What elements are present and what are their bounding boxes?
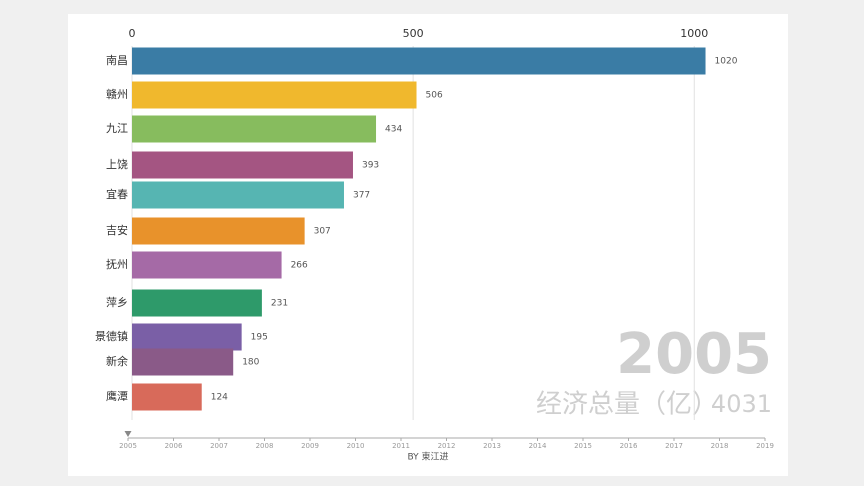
bar	[132, 348, 234, 376]
timeline-label: 2017	[665, 442, 683, 450]
bar	[132, 151, 353, 179]
category-label: 新余	[106, 354, 128, 368]
timeline-label: 2012	[438, 442, 456, 450]
bar	[132, 383, 202, 411]
bar	[132, 289, 262, 317]
bar	[132, 81, 417, 109]
timeline-label: 2019	[756, 442, 774, 450]
bar	[132, 323, 242, 351]
category-label: 抚州	[106, 257, 128, 271]
timeline-label: 2010	[347, 442, 365, 450]
value-label: 124	[211, 393, 228, 403]
timeline-label: 2009	[301, 442, 319, 450]
bar	[132, 181, 344, 209]
category-label: 赣州	[106, 87, 128, 101]
timeline-label: 2013	[483, 442, 501, 450]
timeline-label: 2016	[620, 442, 638, 450]
category-label: 景德镇	[95, 329, 128, 343]
x-tick-label: 1000	[680, 27, 708, 40]
credit: BY 東江进	[407, 451, 448, 463]
timeline-label: 2008	[256, 442, 274, 450]
value-label: 231	[271, 299, 288, 309]
bar	[132, 217, 305, 245]
timeline-label: 2014	[529, 442, 547, 450]
timeline-label: 2006	[165, 442, 183, 450]
category-label: 南昌	[106, 54, 128, 67]
value-label: 393	[362, 161, 379, 171]
timeline-label: 2005	[119, 442, 137, 450]
timeline-label: 2015	[574, 442, 592, 450]
timeline-label: 2007	[210, 442, 228, 450]
timeline-label: 2011	[392, 442, 410, 450]
category-label: 九江	[106, 122, 128, 135]
value-label: 266	[291, 261, 308, 271]
total-value: 4031	[711, 390, 772, 418]
value-label: 180	[242, 358, 259, 368]
total-label: 经济总量（亿）	[536, 390, 718, 420]
bar	[132, 251, 282, 279]
value-label: 195	[251, 333, 268, 343]
value-label: 434	[385, 125, 402, 135]
category-label: 鹰潭	[106, 389, 128, 403]
bar	[132, 115, 377, 143]
value-label: 1020	[715, 57, 738, 67]
value-label: 377	[353, 191, 370, 201]
category-label: 萍乡	[106, 296, 128, 309]
x-tick-label: 500	[403, 27, 424, 40]
category-label: 宜春	[106, 187, 128, 201]
category-label: 吉安	[106, 223, 128, 237]
value-label: 506	[426, 91, 443, 101]
category-label: 上饶	[106, 158, 128, 171]
x-tick-label: 0	[129, 27, 136, 40]
bar	[132, 47, 706, 75]
timeline-label: 2018	[711, 442, 729, 450]
value-label: 307	[314, 227, 331, 237]
timeline-marker	[124, 431, 132, 437]
